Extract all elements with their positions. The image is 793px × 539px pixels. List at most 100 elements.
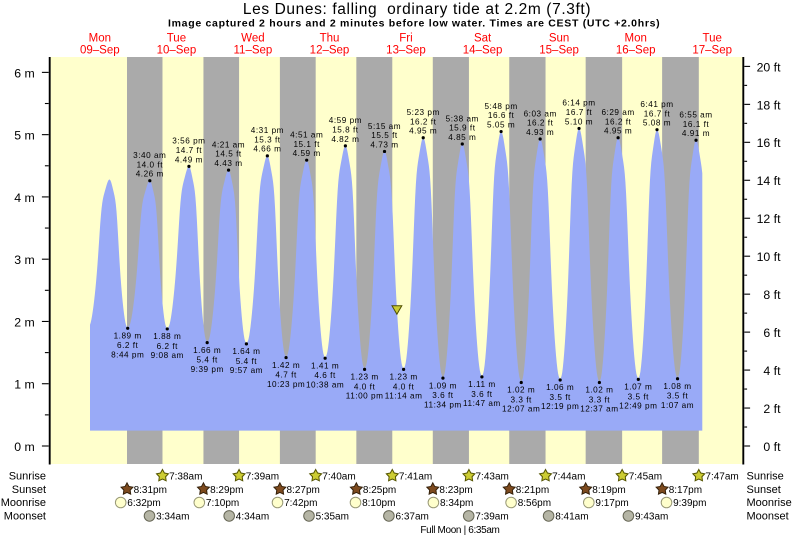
svg-text:5 m: 5 m	[14, 129, 35, 143]
svg-text:4.66 m: 4.66 m	[253, 145, 281, 154]
svg-text:3.3 ft: 3.3 ft	[511, 395, 533, 404]
svg-text:4.49 m: 4.49 m	[175, 155, 203, 164]
svg-text:1.41 m: 1.41 m	[311, 361, 339, 370]
svg-text:4.82 m: 4.82 m	[331, 135, 359, 144]
svg-text:3:56 pm: 3:56 pm	[172, 137, 205, 146]
svg-text:7:41am: 7:41am	[399, 471, 432, 482]
svg-text:6:29 am: 6:29 am	[601, 108, 634, 117]
svg-text:16.2 ft: 16.2 ft	[605, 117, 632, 126]
svg-text:6 ft: 6 ft	[763, 326, 781, 340]
svg-text:6:37am: 6:37am	[396, 512, 429, 523]
svg-text:15–Sep: 15–Sep	[539, 45, 579, 57]
svg-text:0 ft: 0 ft	[763, 440, 781, 454]
svg-text:16.7 ft: 16.7 ft	[644, 109, 671, 118]
svg-text:7:44am: 7:44am	[552, 471, 585, 482]
svg-text:14.5 ft: 14.5 ft	[215, 150, 242, 159]
svg-text:09–Sep: 09–Sep	[80, 45, 120, 57]
svg-text:1.89 m: 1.89 m	[114, 332, 142, 341]
svg-text:8:17pm: 8:17pm	[669, 485, 702, 496]
svg-text:12:19 pm: 12:19 pm	[541, 402, 579, 411]
svg-text:20 ft: 20 ft	[757, 60, 782, 74]
svg-text:8:29pm: 8:29pm	[210, 485, 243, 496]
svg-text:6:41 pm: 6:41 pm	[640, 100, 673, 109]
svg-text:4.91 m: 4.91 m	[682, 129, 710, 138]
svg-text:14.7 ft: 14.7 ft	[176, 146, 203, 155]
svg-text:4:31 pm: 4:31 pm	[251, 126, 284, 135]
svg-text:9:43am: 9:43am	[635, 512, 668, 523]
svg-text:10–Sep: 10–Sep	[157, 45, 197, 57]
svg-text:10:38 am: 10:38 am	[306, 380, 344, 389]
svg-text:16.7 ft: 16.7 ft	[566, 108, 593, 117]
svg-text:5:15 am: 5:15 am	[368, 122, 401, 131]
svg-text:4.0 ft: 4.0 ft	[393, 382, 415, 391]
svg-text:15.8 ft: 15.8 ft	[332, 125, 359, 134]
svg-text:Thu: Thu	[320, 32, 340, 44]
svg-text:15.5 ft: 15.5 ft	[371, 131, 398, 140]
svg-text:Sunset: Sunset	[747, 484, 781, 496]
svg-text:6 m: 6 m	[14, 66, 35, 80]
svg-text:4:59 pm: 4:59 pm	[329, 116, 362, 125]
svg-text:Wed: Wed	[241, 32, 264, 44]
svg-text:16.2 ft: 16.2 ft	[527, 119, 554, 128]
svg-text:12–Sep: 12–Sep	[310, 45, 350, 57]
svg-text:4.6 ft: 4.6 ft	[314, 371, 336, 380]
svg-text:2 ft: 2 ft	[763, 402, 781, 416]
svg-text:Full Moon | 6:35am: Full Moon | 6:35am	[420, 525, 499, 536]
svg-text:4.59 m: 4.59 m	[293, 149, 321, 158]
svg-text:7:38am: 7:38am	[169, 471, 202, 482]
svg-text:Mon: Mon	[89, 32, 111, 44]
svg-text:4.95 m: 4.95 m	[604, 127, 632, 136]
svg-text:16.1 ft: 16.1 ft	[683, 120, 710, 129]
svg-text:8:27pm: 8:27pm	[287, 485, 320, 496]
svg-text:4.7 ft: 4.7 ft	[275, 370, 297, 379]
svg-text:3.5 ft: 3.5 ft	[628, 392, 650, 401]
svg-text:8:21pm: 8:21pm	[516, 485, 549, 496]
svg-text:6.2 ft: 6.2 ft	[117, 341, 139, 350]
svg-text:12:37 am: 12:37 am	[580, 405, 618, 414]
svg-text:16.2 ft: 16.2 ft	[410, 117, 437, 126]
svg-text:8:25pm: 8:25pm	[363, 485, 396, 496]
svg-text:7:39am: 7:39am	[475, 512, 508, 523]
svg-text:Sunrise: Sunrise	[747, 470, 784, 482]
svg-text:3:40 am: 3:40 am	[133, 151, 166, 160]
svg-text:1.66 m: 1.66 m	[193, 346, 221, 355]
svg-text:4.43 m: 4.43 m	[214, 159, 242, 168]
svg-text:Image captured 2 hours and 2 m: Image captured 2 hours and 2 minutes bef…	[168, 17, 660, 29]
svg-text:15.3 ft: 15.3 ft	[254, 135, 281, 144]
svg-text:Les Dunes: falling ordinary t: Les Dunes: falling ordinary tide at 2.2m…	[243, 1, 591, 18]
svg-text:5:35am: 5:35am	[316, 512, 349, 523]
svg-text:16–Sep: 16–Sep	[616, 45, 656, 57]
svg-text:7:42pm: 7:42pm	[284, 498, 317, 509]
svg-text:11:47 am: 11:47 am	[463, 399, 501, 408]
svg-text:Sunset: Sunset	[12, 484, 46, 496]
svg-text:3.6 ft: 3.6 ft	[432, 391, 454, 400]
svg-text:Moonrise: Moonrise	[747, 497, 792, 509]
svg-text:3.3 ft: 3.3 ft	[589, 395, 611, 404]
svg-text:3.6 ft: 3.6 ft	[471, 390, 493, 399]
svg-text:8:34pm: 8:34pm	[440, 498, 473, 509]
svg-text:12 ft: 12 ft	[757, 212, 782, 226]
svg-text:Fri: Fri	[399, 32, 412, 44]
svg-text:4.85 m: 4.85 m	[448, 133, 476, 142]
svg-text:4.93 m: 4.93 m	[526, 128, 554, 137]
svg-text:5.4 ft: 5.4 ft	[197, 356, 219, 365]
svg-text:1.42 m: 1.42 m	[272, 361, 300, 370]
svg-text:9:57 am: 9:57 am	[230, 366, 263, 375]
svg-text:3.5 ft: 3.5 ft	[550, 393, 572, 402]
svg-text:12:07 am: 12:07 am	[502, 405, 540, 414]
svg-text:12:49 pm: 12:49 pm	[619, 402, 657, 411]
svg-text:11:00 pm: 11:00 pm	[346, 392, 384, 401]
svg-text:4:51 am: 4:51 am	[290, 130, 323, 139]
svg-text:4 m: 4 m	[14, 191, 35, 205]
svg-text:1.23 m: 1.23 m	[390, 373, 418, 382]
svg-text:Moonset: Moonset	[747, 511, 789, 523]
svg-text:3 m: 3 m	[14, 253, 35, 267]
svg-text:Sunrise: Sunrise	[9, 470, 46, 482]
svg-text:4.95 m: 4.95 m	[409, 127, 437, 136]
svg-text:7:43am: 7:43am	[476, 471, 509, 482]
svg-text:1.11 m: 1.11 m	[468, 380, 496, 389]
svg-text:14.0 ft: 14.0 ft	[137, 160, 164, 169]
svg-text:14–Sep: 14–Sep	[463, 45, 503, 57]
svg-text:1.07 m: 1.07 m	[624, 383, 652, 392]
svg-text:Mon: Mon	[625, 32, 647, 44]
